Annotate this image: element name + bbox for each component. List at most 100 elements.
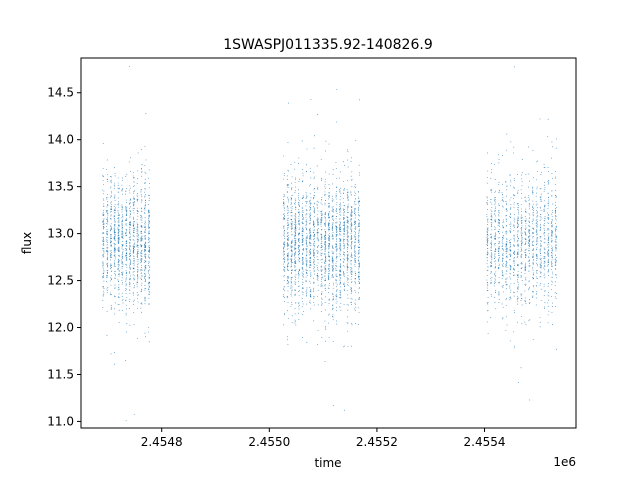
data-point: [117, 268, 119, 270]
data-point: [321, 253, 323, 255]
data-point: [145, 246, 147, 248]
data-point: [350, 238, 352, 240]
data-point: [552, 302, 554, 304]
data-point: [331, 225, 333, 227]
data-point: [136, 283, 138, 285]
data-point: [547, 305, 549, 307]
data-point: [302, 310, 304, 312]
data-point: [350, 157, 352, 159]
data-point: [136, 183, 138, 184]
data-point: [494, 253, 496, 255]
data-point: [350, 212, 352, 214]
data-point: [324, 200, 326, 201]
data-point: [339, 246, 341, 248]
data-point: [342, 238, 344, 240]
data-point: [140, 168, 142, 169]
data-point: [501, 155, 503, 156]
data-point: [343, 217, 344, 219]
data-point: [539, 316, 541, 318]
data-point: [305, 171, 307, 173]
data-point: [486, 270, 488, 272]
data-point: [136, 292, 138, 293]
data-point: [140, 171, 142, 173]
data-point: [494, 266, 496, 268]
data-point: [103, 193, 105, 195]
data-point: [331, 257, 333, 259]
data-point: [286, 238, 288, 240]
data-point: [316, 233, 318, 235]
data-point: [103, 245, 105, 247]
data-point: [286, 184, 288, 185]
data-point: [555, 268, 557, 270]
data-point: [495, 271, 497, 273]
data-point: [339, 218, 341, 220]
data-point: [355, 187, 356, 189]
data-point: [544, 208, 546, 210]
data-point: [547, 261, 549, 263]
data-point: [513, 291, 514, 293]
data-point: [130, 199, 132, 200]
data-point: [294, 221, 296, 223]
data-point: [347, 248, 349, 250]
data-point: [544, 216, 546, 217]
data-point: [354, 245, 356, 247]
data-point: [536, 161, 538, 163]
data-point: [359, 226, 361, 228]
data-point: [517, 300, 519, 302]
data-point: [329, 238, 331, 239]
data-point: [513, 250, 515, 252]
data-point: [358, 277, 360, 278]
data-point: [148, 293, 149, 295]
data-point: [298, 245, 300, 246]
data-point: [328, 259, 330, 261]
data-point: [114, 273, 116, 274]
data-point: [350, 175, 352, 177]
data-point: [141, 252, 143, 254]
data-point: [106, 274, 108, 276]
data-point: [358, 222, 360, 224]
data-point: [335, 296, 337, 298]
data-point: [509, 267, 511, 269]
data-point: [134, 190, 135, 192]
data-point: [494, 163, 495, 165]
data-point: [555, 222, 557, 224]
data-point: [516, 290, 518, 292]
data-point: [325, 248, 327, 250]
data-point: [498, 159, 500, 160]
data-point: [298, 198, 300, 200]
data-point: [137, 274, 139, 276]
data-point: [342, 222, 344, 224]
data-point: [347, 278, 349, 279]
data-point: [510, 225, 512, 227]
data-point: [133, 243, 135, 245]
data-point: [103, 268, 104, 270]
data-point: [118, 219, 120, 221]
data-point: [110, 270, 112, 272]
data-point: [351, 270, 352, 272]
data-point: [487, 234, 489, 236]
data-point: [145, 265, 147, 266]
data-point: [298, 280, 299, 282]
data-point: [294, 266, 296, 268]
data-point: [528, 197, 530, 198]
data-point: [126, 297, 128, 299]
data-point: [310, 264, 312, 266]
data-point: [305, 248, 307, 250]
data-point: [517, 207, 519, 209]
data-point: [536, 297, 538, 299]
data-point: [287, 301, 289, 303]
data-point: [332, 220, 334, 222]
data-point: [122, 310, 124, 312]
data-point: [291, 188, 292, 190]
data-point: [506, 324, 508, 326]
data-point: [298, 259, 300, 261]
data-point: [148, 269, 150, 271]
data-point: [346, 192, 348, 194]
data-point: [298, 251, 300, 253]
data-point: [332, 247, 333, 249]
data-point: [342, 261, 344, 263]
data-point: [144, 231, 146, 233]
data-point: [332, 271, 334, 272]
data-point: [301, 242, 303, 243]
data-point: [125, 314, 127, 316]
